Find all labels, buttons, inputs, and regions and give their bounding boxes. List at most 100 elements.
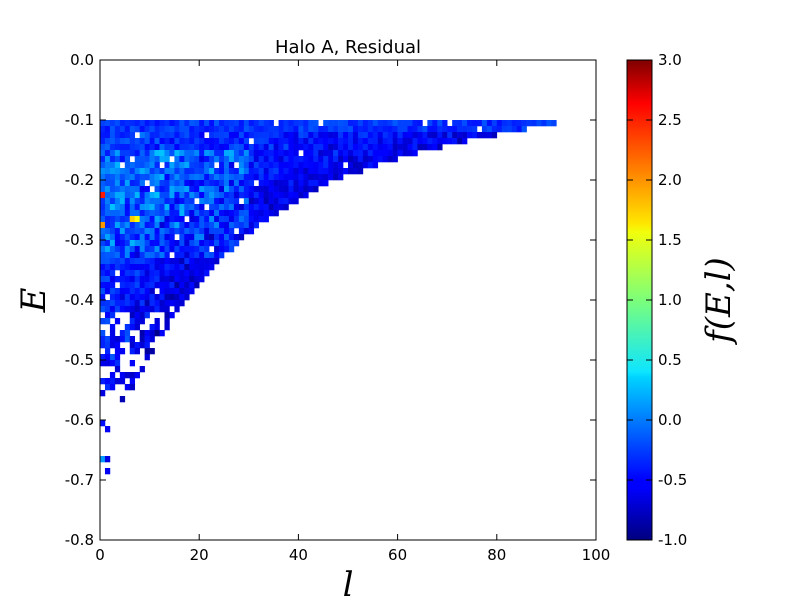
heatmap-cell (179, 228, 185, 235)
heatmap-cell (194, 222, 200, 229)
heatmap-cell (273, 210, 279, 217)
heatmap-cell (417, 144, 423, 151)
heatmap-cell (199, 240, 205, 247)
heatmap-cell (144, 156, 150, 163)
heatmap-cell (253, 186, 260, 193)
heatmap-cell (214, 144, 220, 151)
heatmap-cell (124, 306, 131, 313)
heatmap-cell (184, 252, 190, 259)
heatmap-cell (293, 198, 299, 205)
heatmap-cell (382, 132, 388, 139)
heatmap-cell (472, 120, 478, 127)
heatmap-cell (114, 348, 121, 355)
heatmap-cell (154, 168, 160, 175)
heatmap-cell (144, 234, 150, 241)
heatmap-cell (248, 156, 255, 163)
heatmap-cell (189, 186, 195, 193)
heatmap-cell (194, 240, 200, 247)
heatmap-cell (124, 174, 131, 181)
heatmap-cell (288, 186, 294, 193)
heatmap-cell (134, 156, 140, 163)
heatmap-cell (129, 324, 136, 331)
heatmap-cell (149, 210, 155, 217)
heatmap-cell (233, 150, 240, 157)
heatmap-cell (114, 168, 121, 175)
heatmap-cell (119, 198, 126, 205)
heatmap-cell (144, 216, 150, 223)
heatmap-cell (124, 156, 131, 163)
heatmap-cell (442, 126, 448, 133)
heatmap-cell (114, 252, 121, 259)
heatmap-cell (129, 216, 136, 223)
heatmap-cell (184, 240, 190, 247)
heatmap-cell (228, 198, 235, 205)
heatmap-cell (149, 126, 155, 133)
heatmap-cell (109, 168, 116, 175)
heatmap-cell (273, 162, 279, 169)
heatmap-cell (119, 252, 126, 259)
heatmap-cell (114, 234, 121, 241)
heatmap-cell (194, 120, 200, 127)
heatmap-cell (184, 294, 190, 301)
heatmap-cell (219, 192, 225, 199)
heatmap-cell (114, 264, 121, 271)
heatmap-cell (129, 132, 136, 139)
heatmap-cell (303, 126, 309, 133)
heatmap-cell (104, 132, 111, 139)
heatmap-cell (318, 138, 324, 145)
heatmap-cell (194, 126, 200, 133)
heatmap-cell (248, 228, 255, 235)
heatmap-cell (154, 186, 160, 193)
heatmap-cell (144, 330, 150, 337)
heatmap-cell (397, 120, 403, 127)
heatmap-cell (412, 138, 418, 145)
heatmap-cell (224, 174, 230, 181)
heatmap-cell (194, 144, 200, 151)
heatmap-cell (283, 192, 289, 199)
heatmap-cell (134, 306, 140, 313)
heatmap-cell (144, 264, 150, 271)
heatmap-cell (184, 162, 190, 169)
heatmap-cell (119, 300, 126, 307)
heatmap-cell (303, 150, 309, 157)
heatmap-cell (238, 216, 245, 223)
heatmap-cell (100, 198, 106, 205)
heatmap-cell (164, 288, 170, 295)
heatmap-cell (134, 342, 140, 349)
heatmap-cell (134, 192, 140, 199)
heatmap-cell (149, 282, 155, 289)
heatmap-cell (179, 210, 185, 217)
heatmap-cell (154, 162, 160, 169)
heatmap-cell (184, 246, 190, 253)
heatmap-cell (144, 138, 150, 145)
heatmap-cell (109, 138, 116, 145)
heatmap-cell (164, 144, 170, 151)
heatmap-cell (169, 276, 175, 283)
heatmap-cell (100, 336, 106, 343)
heatmap-cell (228, 126, 235, 133)
heatmap-cell (189, 174, 195, 181)
heatmap-cell (104, 240, 111, 247)
heatmap-cell (109, 384, 116, 391)
heatmap-cell (511, 120, 517, 127)
heatmap-cell (149, 204, 155, 211)
heatmap-cell (214, 156, 220, 163)
heatmap-cell (313, 156, 319, 163)
heatmap-cell (214, 150, 220, 157)
heatmap-cell (129, 240, 136, 247)
heatmap-cell (204, 144, 210, 151)
heatmap-cell (243, 150, 250, 157)
heatmap-cell (174, 222, 180, 229)
heatmap-cell (333, 120, 339, 127)
heatmap-cell (263, 216, 269, 223)
heatmap-cell (129, 138, 136, 145)
y-tick-label: -0.6 (65, 411, 94, 429)
heatmap-cell (407, 132, 413, 139)
heatmap-cell (233, 210, 240, 217)
heatmap-cell (189, 288, 195, 295)
heatmap-cell (109, 120, 116, 127)
heatmap-cell (159, 126, 165, 133)
heatmap-cell (174, 156, 180, 163)
heatmap-cell (228, 234, 235, 241)
heatmap-cell (238, 174, 245, 181)
